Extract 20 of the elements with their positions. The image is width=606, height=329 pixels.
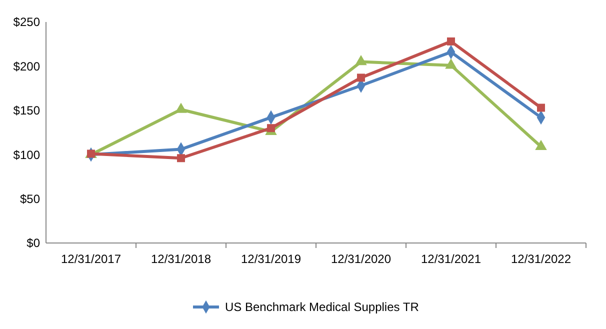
point	[537, 104, 545, 112]
point	[355, 54, 367, 66]
legend-label: US Benchmark Medical Supplies TR	[225, 300, 420, 314]
x-tick-label: 12/31/2020	[330, 252, 392, 266]
point	[357, 74, 365, 82]
point	[447, 37, 455, 46]
y-tick-label: $0	[26, 236, 40, 250]
x-tick-label: 12/31/2018	[150, 252, 212, 266]
x-tick-label: 12/31/2019	[240, 252, 302, 266]
y-tick-label: $100	[13, 148, 40, 162]
y-tick-label: $250	[13, 15, 40, 30]
y-tick-label: $150	[13, 104, 40, 118]
x-tick-label: 12/31/2022	[510, 252, 572, 266]
point	[267, 124, 275, 132]
point	[177, 154, 185, 162]
y-tick-label: $50	[20, 192, 40, 206]
point	[445, 58, 457, 69]
y-tick-label: $200	[13, 59, 40, 74]
x-tick-label: 12/31/2017	[60, 252, 122, 266]
x-tick-label: 12/31/2021	[420, 252, 482, 266]
